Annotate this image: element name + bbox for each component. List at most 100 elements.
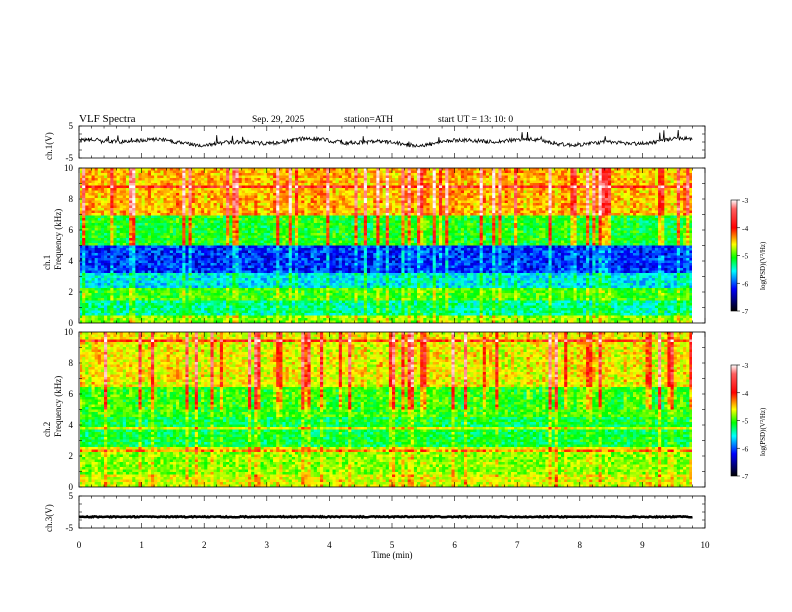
spec-cell [307, 220, 312, 224]
spec-cell [301, 230, 305, 234]
spec-cell [332, 193, 337, 196]
spec-cell [219, 225, 224, 229]
spec-cell [442, 215, 446, 219]
spec-cell [620, 225, 625, 229]
spec-cell [476, 193, 481, 196]
spec-cell [141, 203, 146, 206]
spec-cell [651, 168, 656, 171]
spec-cell [276, 230, 280, 234]
spec-cell [564, 208, 568, 211]
spec-cell [376, 178, 380, 181]
spec-cell [273, 223, 277, 226]
spec-cell [676, 220, 681, 224]
spec-cell [210, 208, 214, 211]
spec-cell [432, 173, 437, 176]
spec-cell [207, 180, 211, 184]
spec-cell [601, 180, 606, 184]
spec-cell [604, 228, 609, 231]
spec-cell [266, 225, 271, 229]
spec-cell [545, 218, 549, 221]
spec-cell [94, 188, 99, 191]
spec-cell [179, 195, 183, 199]
spec-cell [351, 195, 355, 199]
spec-cell [457, 193, 462, 196]
spec-cell [138, 188, 142, 191]
spec-cell [667, 215, 671, 219]
spec-cell [504, 168, 509, 171]
spec-cell [222, 168, 227, 171]
spec-cell [532, 183, 537, 186]
spec-cell [107, 183, 111, 186]
spec-cell [379, 205, 384, 209]
spec-cell [260, 198, 265, 201]
spec-cell [633, 210, 637, 214]
spec-cell [269, 195, 274, 199]
spec-cell [592, 183, 596, 186]
spec-cell [279, 190, 283, 194]
spec-cell [673, 208, 678, 211]
spec-cell [473, 170, 477, 174]
spec-cell [460, 185, 465, 189]
spec-cell [658, 210, 662, 214]
spec-cell [392, 183, 396, 186]
spec-cell [510, 208, 515, 211]
spec-cell [388, 208, 393, 211]
spec-cell [482, 225, 487, 229]
spec-cell [194, 208, 199, 211]
spec-cell [667, 183, 671, 186]
spec-cell [279, 228, 283, 231]
spec-cell [201, 230, 205, 234]
spec-cell [629, 198, 634, 201]
spec-cell [201, 183, 205, 186]
spec-cell [673, 195, 678, 199]
spec-cell [100, 198, 105, 201]
spec-cell [279, 173, 283, 176]
spec-cell [410, 183, 415, 186]
spec-cell [135, 205, 139, 209]
spec-cell [244, 168, 249, 171]
spec-cell [617, 180, 621, 184]
spec-cell [463, 228, 468, 231]
spec-cell [510, 228, 515, 231]
spec-cell [182, 230, 186, 234]
spec-cell [495, 208, 499, 211]
spec-cell [222, 185, 227, 189]
spec-cell [197, 183, 202, 186]
spec-cell [551, 195, 556, 199]
spec-cell [473, 185, 477, 189]
spec-cell [420, 203, 424, 206]
spec-cell [445, 175, 449, 179]
spec-cell [91, 210, 96, 214]
spec-cell [595, 198, 599, 201]
spec-cell [438, 223, 443, 226]
spec-cell [154, 213, 158, 216]
spec-cell [482, 203, 487, 206]
spec-cell [238, 203, 243, 206]
spec-cell [529, 195, 534, 199]
spec-cell [445, 170, 449, 174]
spec-cell [601, 198, 606, 201]
spec-cell [176, 228, 180, 231]
spec-cell [633, 193, 637, 196]
spec-cell [510, 210, 515, 214]
spec-cell [404, 185, 409, 189]
spec-cell [232, 193, 236, 196]
spec-cell [291, 223, 296, 226]
spec-cell [645, 210, 650, 214]
spec-cell [219, 183, 224, 186]
spec-cell [520, 223, 524, 226]
spec-cell [429, 168, 434, 171]
spec-cell [454, 173, 459, 176]
spec-cell [567, 180, 571, 184]
spec-cell [160, 183, 164, 186]
spec-cell [263, 178, 268, 181]
spec-cell [147, 220, 152, 224]
spec-cell [667, 180, 671, 184]
spec-cell [595, 200, 599, 204]
spec-cell [366, 213, 371, 216]
spec-cell [238, 175, 243, 179]
spec-cell [323, 200, 327, 204]
spec-cell [294, 200, 299, 204]
spec-cell [335, 213, 340, 216]
spec-cell [269, 198, 274, 201]
